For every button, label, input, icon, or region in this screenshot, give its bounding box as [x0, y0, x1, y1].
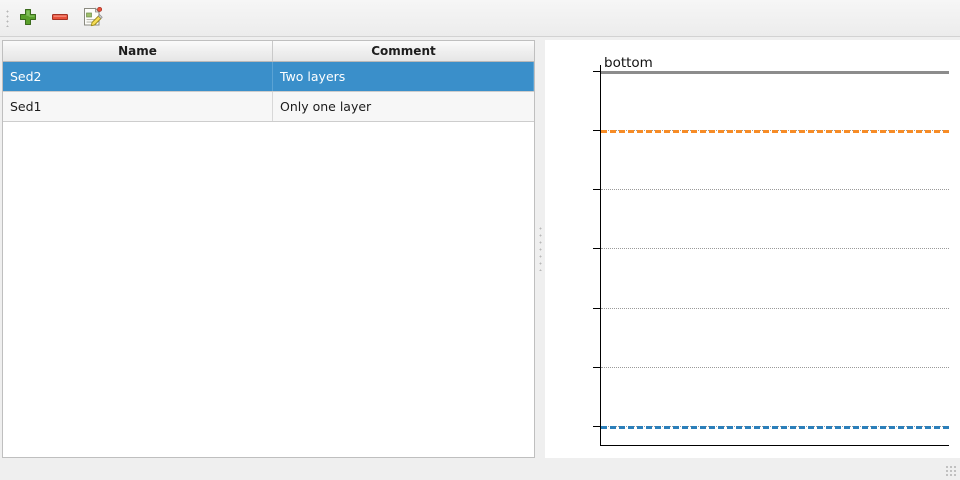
y-tick: [593, 71, 600, 73]
series-line-layer-2: [601, 426, 949, 429]
gridline: [601, 308, 949, 309]
y-tick: [593, 308, 600, 310]
profile-chart-panel: 0.0 −0.2 −0.4 −0.6 −0.8 −1.0 −1.2 bottom: [545, 40, 960, 458]
gridline: [601, 248, 949, 249]
toolbar-grip-dots: [5, 9, 9, 27]
table-header-row: Name Comment: [3, 41, 534, 62]
gridline: [601, 189, 949, 190]
y-tick: [593, 248, 600, 250]
add-button[interactable]: [13, 3, 43, 33]
cell-name: Sed1: [3, 92, 273, 121]
remove-button[interactable]: [45, 3, 75, 33]
column-header-comment[interactable]: Comment: [371, 44, 436, 58]
panel-splitter[interactable]: [536, 38, 544, 458]
cell-comment: Two layers: [273, 62, 534, 91]
series-line-layer-1: [601, 130, 949, 133]
window-resize-grip[interactable]: [944, 464, 958, 478]
plus-icon: [18, 7, 38, 30]
minus-icon: [50, 7, 70, 30]
toolbar: [0, 0, 960, 37]
y-tick: [593, 130, 600, 132]
plot-annotation-bottom: bottom: [604, 55, 653, 71]
x-axis-spine: [600, 445, 949, 447]
series-line-bottom: [601, 71, 949, 74]
table-row[interactable]: Sed2 Two layers: [3, 62, 534, 92]
y-tick: [593, 426, 600, 428]
y-axis-spine: [600, 65, 602, 446]
cell-comment: Only one layer: [280, 99, 372, 114]
edit-button[interactable]: [77, 3, 107, 33]
toolbar-grip[interactable]: [2, 0, 12, 36]
table-row[interactable]: Sed1 Only one layer: [3, 92, 534, 122]
edit-document-icon: [81, 6, 103, 31]
y-tick: [593, 367, 600, 369]
column-header-name[interactable]: Name: [3, 41, 273, 61]
cell-name: Sed2: [3, 62, 273, 91]
y-tick: [593, 189, 600, 191]
layers-table-panel: Name Comment Sed2 Two layers Sed1 Only o…: [2, 40, 535, 458]
splitter-handle-dots: [538, 225, 542, 271]
gridline: [601, 367, 949, 368]
